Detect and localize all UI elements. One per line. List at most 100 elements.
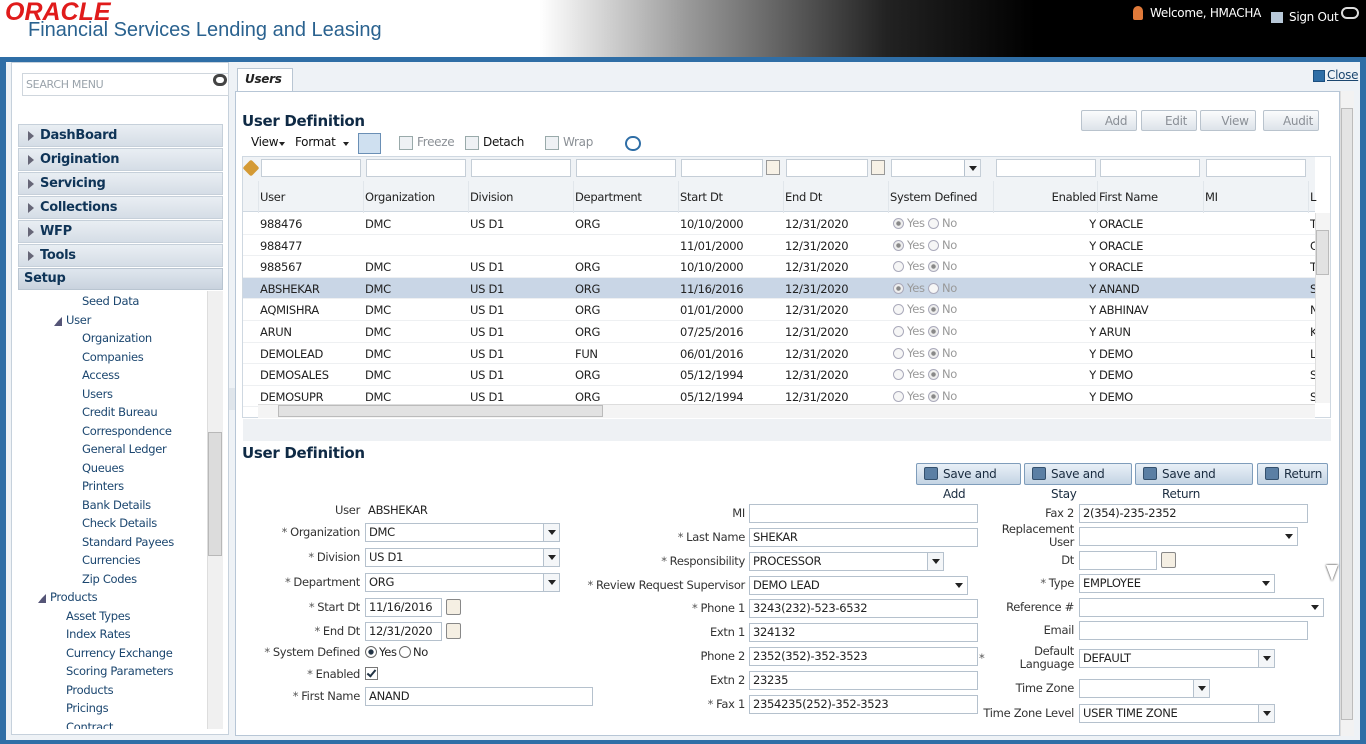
menu-item[interactable]: Tools [18,244,223,267]
field-text[interactable]: 23235 [749,671,978,690]
tree-toggle[interactable] [38,594,46,603]
filter-date-icon[interactable] [766,160,780,175]
field-text[interactable]: 2(354)-235-2352 [1079,504,1308,523]
field-select[interactable] [1079,527,1298,546]
column-header[interactable]: L [1310,190,1317,204]
filter-input[interactable] [681,159,763,177]
field-text[interactable]: ANAND [365,687,593,706]
checkbox[interactable] [365,667,378,680]
grid-action[interactable]: Audit [1263,110,1319,131]
column-header[interactable]: Enabled [1051,190,1096,204]
welcome-user[interactable]: Welcome, HMACHA [1150,6,1262,20]
grid-row[interactable] [243,234,1315,257]
tree-item[interactable]: Organization [82,331,152,345]
column-header[interactable]: User [260,190,286,204]
search-menu[interactable]: SEARCH MENU [22,73,229,96]
tree-item[interactable]: Users [82,386,113,401]
tree-item[interactable]: Seed Data [82,294,140,308]
field-select[interactable]: US D1 [365,548,560,567]
tree-item[interactable]: Zip Codes [82,571,137,586]
column-header[interactable]: First Name [1099,190,1158,204]
field-text[interactable] [749,504,978,523]
tree-toggle[interactable] [54,316,62,326]
toolbar-item[interactable]: Wrap [563,135,594,149]
field-select[interactable]: DMC [365,523,560,542]
toolbar-item[interactable]: Detach [483,135,525,149]
tab-x[interactable] [279,73,287,81]
tree-item[interactable]: Credit Bureau [82,405,158,419]
menu-item[interactable]: WFP [18,220,223,243]
tree-item[interactable]: General Ledger [82,442,167,456]
grid-row[interactable] [243,342,1315,365]
tree-item[interactable]: Currency Exchange [66,645,173,660]
filter-input[interactable] [891,159,981,177]
date-icon[interactable] [446,623,461,639]
filter-input[interactable] [1206,159,1306,177]
column-header[interactable]: Department [575,190,642,204]
tab[interactable]: Users [237,68,293,91]
form-button[interactable]: Save and Stay [1024,463,1132,501]
date-icon[interactable] [1161,552,1176,568]
column-header[interactable]: Start Dt [680,190,723,204]
column-header[interactable]: MI [1205,190,1218,204]
column-header[interactable]: Organization [365,190,435,204]
field-date[interactable]: 11/16/2016 [365,598,442,617]
tree-item[interactable]: Currencies [82,553,141,567]
field-select[interactable]: DEMO LEAD [749,576,968,595]
tree-item[interactable]: Standard Payees [82,534,174,549]
field-date[interactable]: 12/31/2020 [365,622,442,641]
field-select[interactable]: PROCESSOR [749,552,944,571]
menu-item[interactable]: Servicing [18,172,223,195]
field-select[interactable]: EMPLOYEE [1079,574,1275,593]
field-text[interactable]: 2354235(252)-352-3523 [749,695,978,714]
field-text[interactable]: SHEKAR [749,528,978,547]
toolbar-item[interactable]: View [251,135,279,149]
grid-row[interactable] [243,277,1315,300]
field-select[interactable] [1079,598,1324,617]
tree-item[interactable]: Products [66,682,114,697]
radio[interactable] [365,646,377,658]
grid-action[interactable]: Add [1081,110,1137,131]
tree-item[interactable]: Asset Types [66,608,131,623]
toolbar-toggle[interactable] [358,133,381,154]
filter-input[interactable] [261,159,361,177]
tree-item[interactable]: User [66,312,92,327]
filter-input[interactable] [1100,159,1200,177]
grid-row[interactable] [243,256,1315,278]
refresh-icon[interactable] [625,136,641,151]
radio[interactable] [399,646,411,658]
form-button[interactable]: Save and Add [916,463,1021,501]
field-text[interactable]: 3243(232)-523-6532 [749,599,978,618]
grid-row[interactable] [243,321,1315,343]
menu-item[interactable]: Collections [18,196,223,219]
tree-item[interactable]: Printers [82,479,124,493]
filter-input[interactable] [786,159,868,177]
filter-input[interactable] [366,159,466,177]
tree-item[interactable]: Check Details [82,516,157,530]
grid-row[interactable] [243,364,1315,386]
menu-setup[interactable]: Setup [18,268,223,290]
column-header[interactable]: System Defined [890,190,978,204]
field-text[interactable]: 324132 [749,623,978,642]
column-header[interactable]: Division [470,190,514,204]
form-button[interactable]: Save and Return [1135,463,1253,501]
field-select[interactable]: USER TIME ZONE [1079,704,1275,723]
menu-item[interactable]: Origination [18,148,223,171]
grid-action[interactable]: View [1200,110,1256,131]
tree-item[interactable]: Contract [66,719,114,730]
tree-item[interactable]: Scoring Parameters [66,664,174,678]
tree-item[interactable]: Bank Details [82,497,151,512]
menu-item[interactable]: DashBoard [18,124,223,147]
field-text[interactable] [1079,621,1308,640]
tree-item[interactable]: Companies [82,349,144,364]
date-icon[interactable] [446,599,461,615]
grid-row[interactable] [243,299,1315,321]
tree-item[interactable]: Correspondence [82,423,172,438]
sign-out[interactable]: Sign Out [1289,10,1339,24]
field-select[interactable]: DEFAULT [1079,649,1275,668]
filter-date-icon[interactable] [871,160,885,175]
filter-input[interactable] [996,159,1096,177]
grid-row[interactable] [243,213,1315,235]
grid-action[interactable]: Edit [1141,110,1197,131]
toolbar-item[interactable]: Freeze [417,135,455,149]
